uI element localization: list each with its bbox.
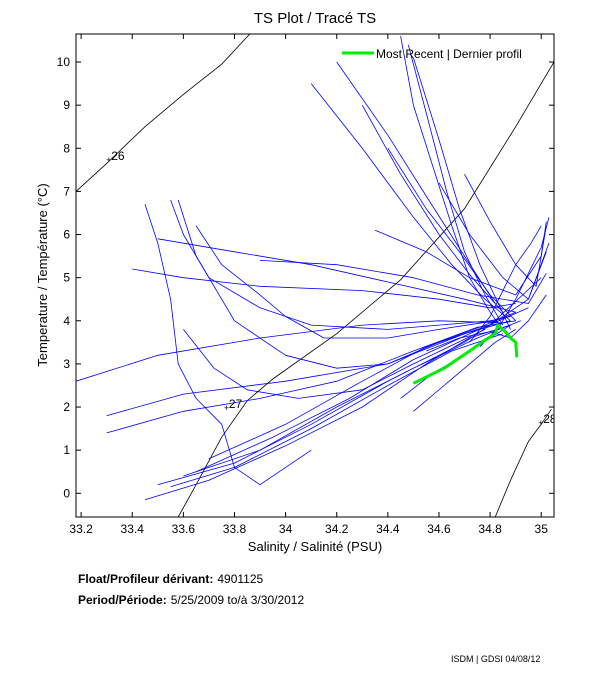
float-label: Float/Profileur dérivant: bbox=[78, 572, 214, 586]
profile-line bbox=[387, 148, 516, 322]
float-info: Float/Profileur dérivant: 4901125 bbox=[78, 572, 263, 586]
y-tick-label: 7 bbox=[63, 184, 70, 198]
y-tick-label: 4 bbox=[63, 314, 70, 328]
x-tick-label: 34 bbox=[279, 522, 293, 536]
profile-line bbox=[144, 324, 511, 501]
profile-line bbox=[177, 199, 516, 369]
y-axis-label: Temperature / Température (°C) bbox=[35, 183, 50, 366]
isopycnal-marker: + bbox=[106, 155, 111, 165]
series-layer bbox=[76, 36, 550, 501]
x-tick-label: 34.8 bbox=[478, 522, 502, 536]
footer-credit: ISDM | GDSI 04/08/12 bbox=[451, 654, 541, 664]
profile-line bbox=[132, 268, 516, 309]
profile-line bbox=[336, 61, 496, 304]
x-tick-label: 34.2 bbox=[325, 522, 349, 536]
profile-line bbox=[157, 238, 516, 313]
x-tick-label: 33.8 bbox=[223, 522, 247, 536]
y-tick-label: 10 bbox=[57, 55, 71, 69]
period-range: 5/25/2009 to/à 3/30/2012 bbox=[170, 593, 305, 607]
profile-line bbox=[407, 44, 504, 326]
x-tick-label: 35 bbox=[535, 522, 549, 536]
plot-area bbox=[76, 34, 554, 517]
isopycnal-label-26: 26 bbox=[111, 149, 125, 163]
profile-line bbox=[259, 260, 547, 304]
y-tick-label: 3 bbox=[63, 357, 70, 371]
y-tick-label: 6 bbox=[63, 228, 70, 242]
profile-line bbox=[183, 329, 486, 399]
profile-line bbox=[195, 225, 496, 339]
profile-line bbox=[183, 320, 521, 477]
y-tick-label: 0 bbox=[63, 486, 70, 500]
isopycnal-line-26 bbox=[76, 34, 251, 192]
float-id: 4901125 bbox=[217, 572, 264, 586]
isopycnal-line-28 bbox=[494, 408, 552, 517]
x-axis-ticks: 33.2 33.4 33.6 33.8 34 34.2 34.4 34.6 34.8 35 bbox=[69, 34, 548, 536]
x-tick-label: 33.6 bbox=[172, 522, 196, 536]
profile-line bbox=[144, 204, 312, 486]
profile-line bbox=[361, 105, 504, 313]
plot-frame bbox=[75, 33, 555, 518]
most-recent-profile-line bbox=[412, 323, 519, 385]
period-label: Period/Période: bbox=[78, 593, 167, 607]
x-tick-label: 33.2 bbox=[69, 522, 93, 536]
isopycnal-line-27 bbox=[177, 61, 554, 517]
y-tick-label: 8 bbox=[63, 141, 70, 155]
profile-line bbox=[400, 36, 506, 334]
profile-line bbox=[310, 83, 511, 322]
isopycnal-marker: + bbox=[224, 403, 229, 413]
isopycnal-layer: +26+ 27+ 28 bbox=[76, 34, 557, 517]
profile-line bbox=[76, 320, 503, 382]
x-tick-label: 34.6 bbox=[427, 522, 451, 536]
legend-label: Most Recent | Dernier profil bbox=[376, 47, 522, 61]
profile-line bbox=[413, 329, 516, 412]
y-axis-ticks: 0 1 2 3 4 5 6 7 8 9 10 bbox=[57, 55, 554, 500]
y-tick-label: 1 bbox=[63, 443, 70, 457]
legend: Most Recent | Dernier profil bbox=[342, 47, 522, 61]
profile-line bbox=[170, 333, 504, 488]
y-tick-label: 2 bbox=[63, 400, 70, 414]
x-tick-label: 34.4 bbox=[376, 522, 400, 536]
period-info: Period/Période: 5/25/2009 to/à 3/30/2012 bbox=[78, 593, 304, 607]
y-tick-label: 9 bbox=[63, 98, 70, 112]
isopycnal-label-28: 28 bbox=[543, 412, 557, 426]
y-tick-label: 5 bbox=[63, 271, 70, 285]
profile-line bbox=[438, 182, 550, 300]
isopycnal-marker: + bbox=[538, 418, 543, 428]
x-tick-label: 33.4 bbox=[121, 522, 145, 536]
chart-title: TS Plot / Tracé TS bbox=[254, 10, 376, 27]
ts-chart: +26+ 27+ 28 33.2 33.4 33.6 33.8 34 34.2 34.4 34.6… bbox=[35, 10, 557, 554]
profile-line bbox=[106, 320, 516, 434]
x-axis-label: Salinity / Salinité (PSU) bbox=[248, 539, 382, 554]
profile-line bbox=[469, 225, 542, 343]
profile-line bbox=[426, 294, 547, 352]
isopycnal-label-27: 27 bbox=[229, 397, 243, 411]
